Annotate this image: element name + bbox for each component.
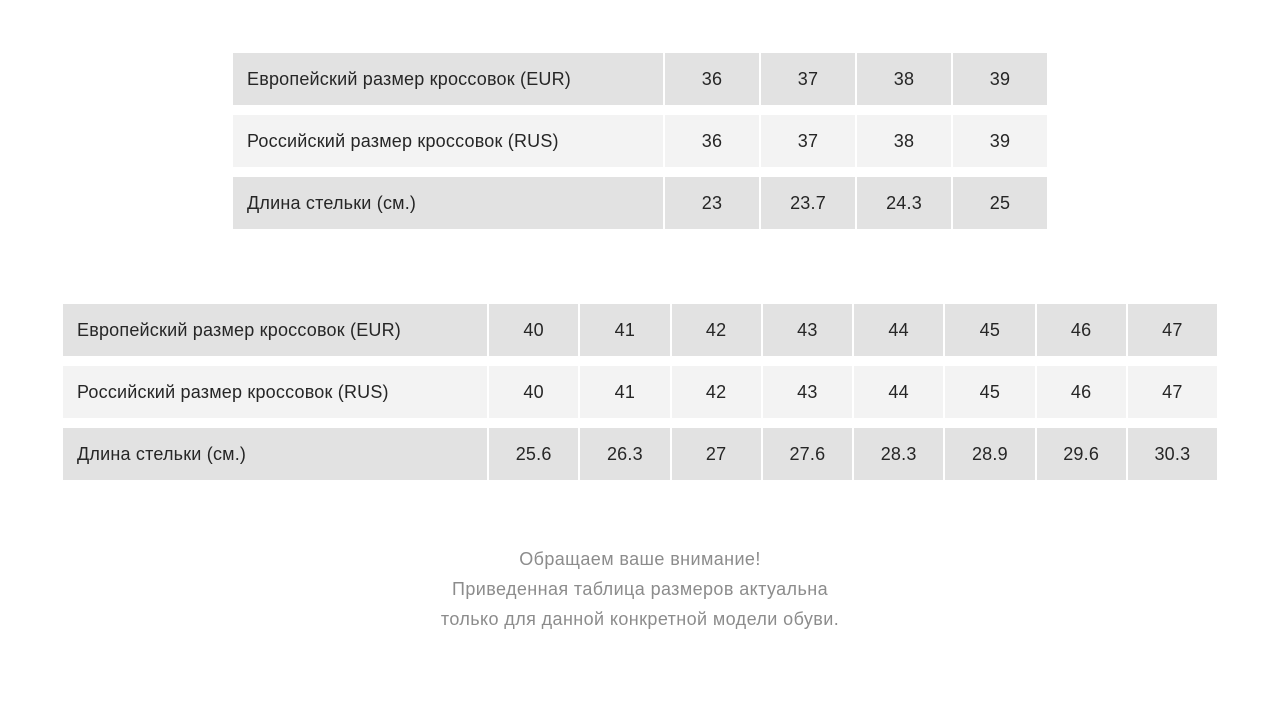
value-cell: 41 xyxy=(580,366,670,418)
value-cell: 37 xyxy=(761,115,855,167)
row-label: Российский размер кроссовок (RUS) xyxy=(233,115,663,167)
value-cell: 43 xyxy=(762,304,852,356)
value-cell: 28.9 xyxy=(945,428,1035,480)
size-chart-note: Обращаем ваше внимание! Приведенная табл… xyxy=(0,544,1280,634)
value-cell: 44 xyxy=(854,366,944,418)
value-cell: 27.6 xyxy=(762,428,852,480)
value-cell: 42 xyxy=(671,304,761,356)
row-label: Европейский размер кроссовок (EUR) xyxy=(63,304,487,356)
row-label: Российский размер кроссовок (RUS) xyxy=(63,366,487,418)
value-cell: 43 xyxy=(762,366,852,418)
value-cell: 24.3 xyxy=(857,177,951,229)
value-cell: 23 xyxy=(665,177,759,229)
row-label: Длина стельки (см.) xyxy=(233,177,663,229)
size-table-eur-40-47: Европейский размер кроссовок (EUR) 40 41 42… xyxy=(63,304,1217,480)
value-cell: 39 xyxy=(953,115,1047,167)
value-cell: 45 xyxy=(945,304,1035,356)
value-cell: 29.6 xyxy=(1036,428,1126,480)
value-cell: 40 xyxy=(489,304,579,356)
value-cell: 36 xyxy=(665,115,759,167)
value-cell: 42 xyxy=(671,366,761,418)
value-cell: 25.6 xyxy=(489,428,579,480)
value-cell: 38 xyxy=(857,115,951,167)
value-cell: 40 xyxy=(489,366,579,418)
value-cell: 36 xyxy=(665,53,759,105)
value-cell: 23.7 xyxy=(761,177,855,229)
row-label: Европейский размер кроссовок (EUR) xyxy=(233,53,663,105)
value-cell: 44 xyxy=(854,304,944,356)
value-cell: 38 xyxy=(857,53,951,105)
value-cell: 46 xyxy=(1036,304,1126,356)
value-cell: 46 xyxy=(1036,366,1126,418)
note-line-3: только для данной конкретной модели обув… xyxy=(440,609,840,629)
value-cell: 28.3 xyxy=(854,428,944,480)
value-cell: 30.3 xyxy=(1127,428,1217,480)
value-cell: 45 xyxy=(945,366,1035,418)
row-label: Длина стельки (см.) xyxy=(63,428,487,480)
value-cell: 47 xyxy=(1127,304,1217,356)
value-cell: 25 xyxy=(953,177,1047,229)
value-cell: 39 xyxy=(953,53,1047,105)
size-table-eur-36-39: Европейский размер кроссовок (EUR) 36 37 38… xyxy=(233,53,1047,229)
note-line-1: Обращаем ваше внимание! xyxy=(519,549,761,569)
value-cell: 47 xyxy=(1127,366,1217,418)
value-cell: 27 xyxy=(671,428,761,480)
note-line-2: Приведенная таблица размеров актуальна xyxy=(452,579,828,599)
value-cell: 41 xyxy=(580,304,670,356)
value-cell: 37 xyxy=(761,53,855,105)
value-cell: 26.3 xyxy=(580,428,670,480)
